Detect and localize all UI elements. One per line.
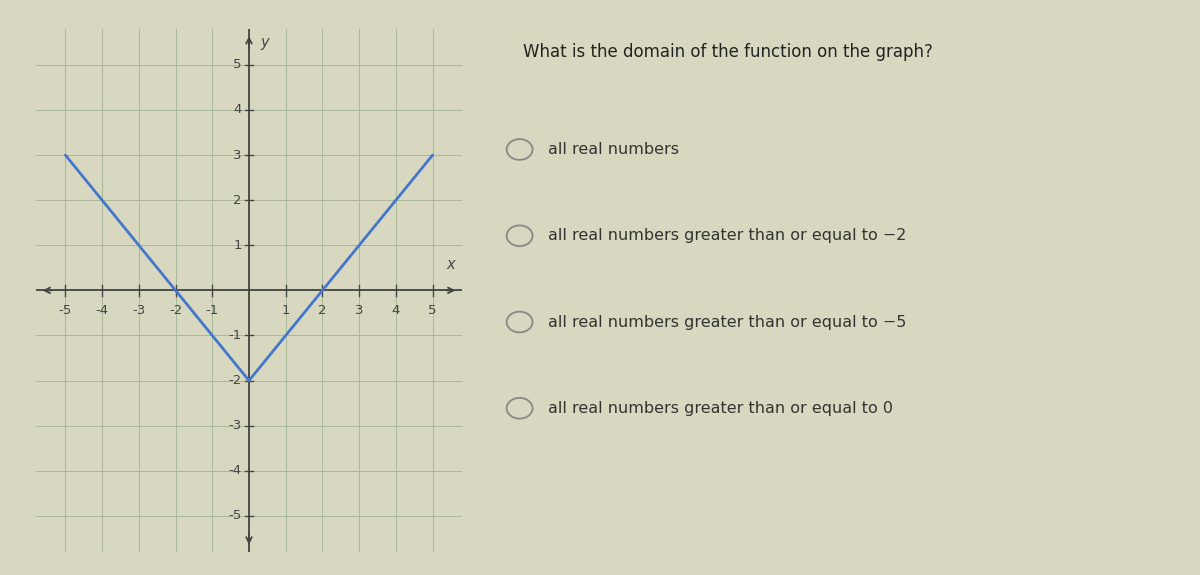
Text: 1: 1 xyxy=(282,304,290,317)
Text: all real numbers greater than or equal to −5: all real numbers greater than or equal t… xyxy=(548,315,907,329)
Text: -1: -1 xyxy=(228,329,241,342)
Text: 2: 2 xyxy=(318,304,326,317)
Text: 3: 3 xyxy=(233,148,241,162)
Text: 2: 2 xyxy=(233,194,241,206)
Text: -3: -3 xyxy=(132,304,145,317)
Text: y: y xyxy=(260,34,269,50)
Text: -3: -3 xyxy=(228,419,241,432)
Text: 4: 4 xyxy=(391,304,400,317)
Text: all real numbers: all real numbers xyxy=(548,142,679,157)
Text: -4: -4 xyxy=(228,464,241,477)
Text: 3: 3 xyxy=(355,304,364,317)
Text: -2: -2 xyxy=(228,374,241,387)
Text: 1: 1 xyxy=(233,239,241,252)
Text: -5: -5 xyxy=(59,304,72,317)
Text: 5: 5 xyxy=(233,58,241,71)
Text: -2: -2 xyxy=(169,304,182,317)
Text: -4: -4 xyxy=(96,304,109,317)
Text: 5: 5 xyxy=(428,304,437,317)
Text: -1: -1 xyxy=(205,304,218,317)
Text: -5: -5 xyxy=(228,509,241,523)
Text: x: x xyxy=(446,258,455,273)
Text: What is the domain of the function on the graph?: What is the domain of the function on th… xyxy=(523,43,934,61)
Text: all real numbers greater than or equal to 0: all real numbers greater than or equal t… xyxy=(548,401,893,416)
Text: all real numbers greater than or equal to −2: all real numbers greater than or equal t… xyxy=(548,228,907,243)
Text: 4: 4 xyxy=(233,104,241,117)
